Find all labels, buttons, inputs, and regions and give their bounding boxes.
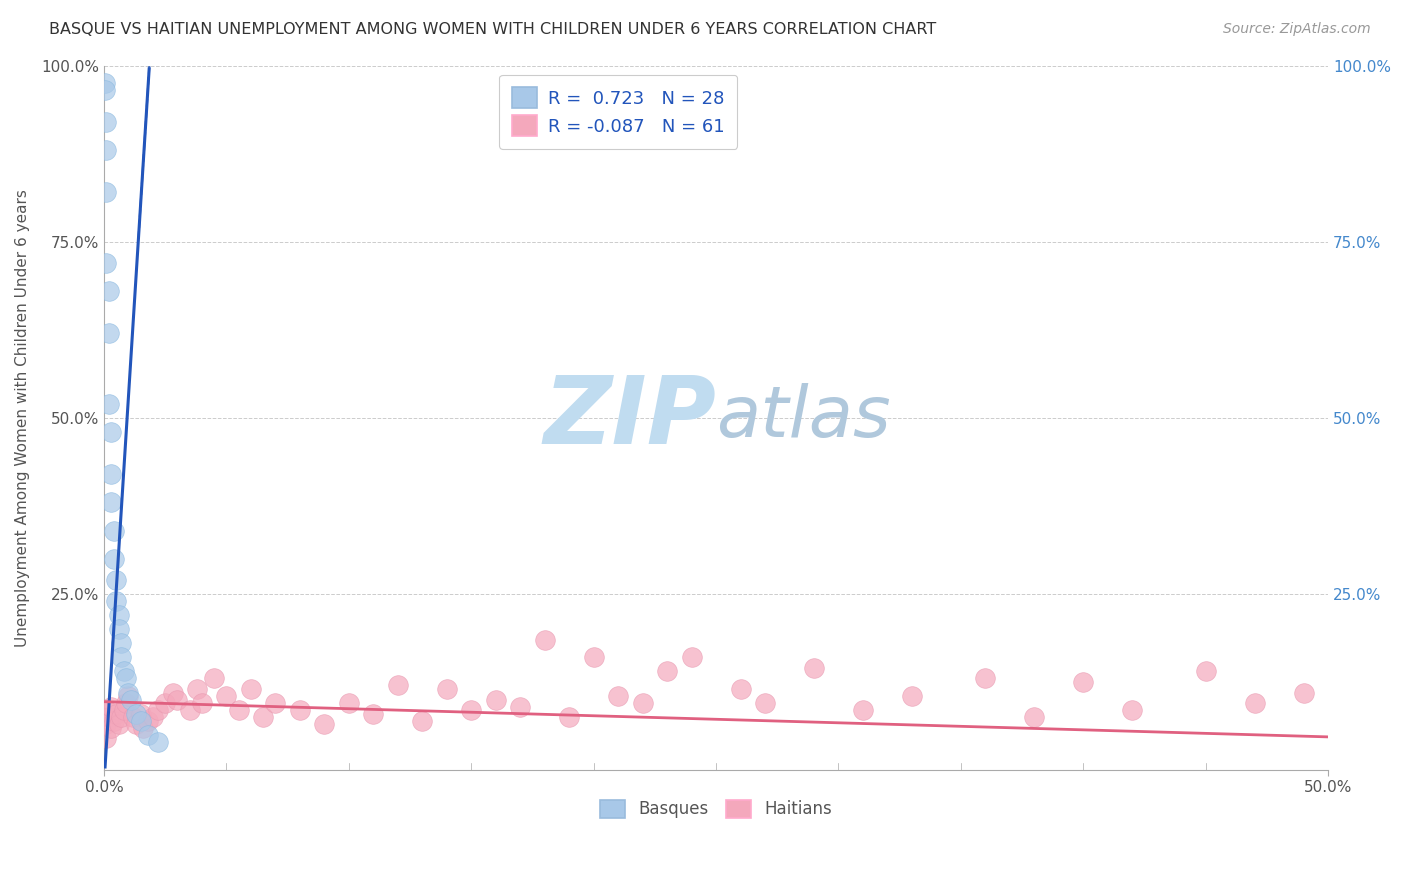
Basques bbox=[110, 650, 132, 665]
Basques bbox=[96, 186, 118, 200]
Basques bbox=[94, 76, 117, 90]
Haitians bbox=[337, 696, 360, 710]
Haitians bbox=[754, 696, 776, 710]
Haitians bbox=[162, 685, 184, 699]
Basques bbox=[97, 326, 120, 341]
Haitians bbox=[105, 706, 128, 721]
Haitians bbox=[533, 632, 555, 647]
Haitians bbox=[112, 703, 135, 717]
Haitians bbox=[387, 678, 409, 692]
Haitians bbox=[460, 703, 482, 717]
Haitians bbox=[100, 721, 122, 735]
Basques bbox=[105, 594, 128, 608]
Haitians bbox=[115, 696, 138, 710]
Basques bbox=[94, 83, 117, 97]
Haitians bbox=[96, 703, 118, 717]
Haitians bbox=[215, 689, 238, 703]
Haitians bbox=[142, 710, 165, 724]
Basques bbox=[110, 636, 132, 650]
Haitians bbox=[96, 717, 118, 731]
Basques bbox=[103, 551, 125, 566]
Haitians bbox=[110, 710, 132, 724]
Haitians bbox=[558, 710, 581, 724]
Haitians bbox=[361, 706, 384, 721]
Text: BASQUE VS HAITIAN UNEMPLOYMENT AMONG WOMEN WITH CHILDREN UNDER 6 YEARS CORRELATI: BASQUE VS HAITIAN UNEMPLOYMENT AMONG WOM… bbox=[49, 22, 936, 37]
Haitians bbox=[1024, 710, 1046, 724]
Haitians bbox=[100, 699, 122, 714]
Basques bbox=[117, 685, 139, 699]
Haitians bbox=[582, 650, 605, 665]
Basques bbox=[146, 735, 169, 749]
Haitians bbox=[153, 696, 176, 710]
Basques bbox=[97, 397, 120, 411]
Basques bbox=[100, 495, 122, 509]
Basques bbox=[107, 622, 129, 636]
Haitians bbox=[288, 703, 311, 717]
Basques bbox=[96, 143, 118, 157]
Basques bbox=[103, 524, 125, 538]
Haitians bbox=[96, 731, 118, 746]
Haitians bbox=[107, 717, 129, 731]
Legend: Basques, Haitians: Basques, Haitians bbox=[593, 793, 838, 825]
Basques bbox=[125, 706, 148, 721]
Text: atlas: atlas bbox=[716, 384, 890, 452]
Haitians bbox=[228, 703, 250, 717]
Basques bbox=[120, 692, 142, 706]
Haitians bbox=[730, 681, 752, 696]
Y-axis label: Unemployment Among Women with Children Under 6 years: Unemployment Among Women with Children U… bbox=[15, 189, 30, 647]
Haitians bbox=[125, 717, 148, 731]
Basques bbox=[97, 284, 120, 298]
Haitians bbox=[607, 689, 630, 703]
Haitians bbox=[681, 650, 703, 665]
Basques bbox=[112, 665, 135, 679]
Basques bbox=[136, 728, 159, 742]
Haitians bbox=[103, 714, 125, 728]
Basques bbox=[100, 425, 122, 439]
Haitians bbox=[485, 692, 508, 706]
Haitians bbox=[803, 661, 825, 675]
Haitians bbox=[179, 703, 201, 717]
Haitians bbox=[239, 681, 262, 696]
Basques bbox=[107, 607, 129, 622]
Haitians bbox=[191, 696, 214, 710]
Haitians bbox=[122, 710, 145, 724]
Haitians bbox=[97, 710, 120, 724]
Haitians bbox=[901, 689, 924, 703]
Haitians bbox=[1243, 696, 1265, 710]
Haitians bbox=[117, 689, 139, 703]
Haitians bbox=[1195, 665, 1218, 679]
Haitians bbox=[314, 717, 336, 731]
Haitians bbox=[1071, 675, 1094, 690]
Basques bbox=[115, 672, 138, 686]
Text: ZIP: ZIP bbox=[543, 372, 716, 464]
Haitians bbox=[655, 665, 678, 679]
Haitians bbox=[1292, 685, 1315, 699]
Basques bbox=[96, 256, 118, 270]
Haitians bbox=[264, 696, 287, 710]
Haitians bbox=[166, 692, 188, 706]
Haitians bbox=[132, 721, 155, 735]
Haitians bbox=[136, 714, 159, 728]
Haitians bbox=[129, 706, 152, 721]
Haitians bbox=[146, 703, 169, 717]
Haitians bbox=[436, 681, 458, 696]
Haitians bbox=[631, 696, 654, 710]
Haitians bbox=[509, 699, 531, 714]
Haitians bbox=[852, 703, 875, 717]
Basques bbox=[129, 714, 152, 728]
Text: Source: ZipAtlas.com: Source: ZipAtlas.com bbox=[1223, 22, 1371, 37]
Basques bbox=[100, 467, 122, 482]
Haitians bbox=[411, 714, 433, 728]
Haitians bbox=[974, 672, 997, 686]
Basques bbox=[96, 115, 118, 129]
Basques bbox=[105, 573, 128, 587]
Haitians bbox=[1121, 703, 1143, 717]
Haitians bbox=[252, 710, 274, 724]
Haitians bbox=[202, 672, 225, 686]
Haitians bbox=[186, 681, 208, 696]
